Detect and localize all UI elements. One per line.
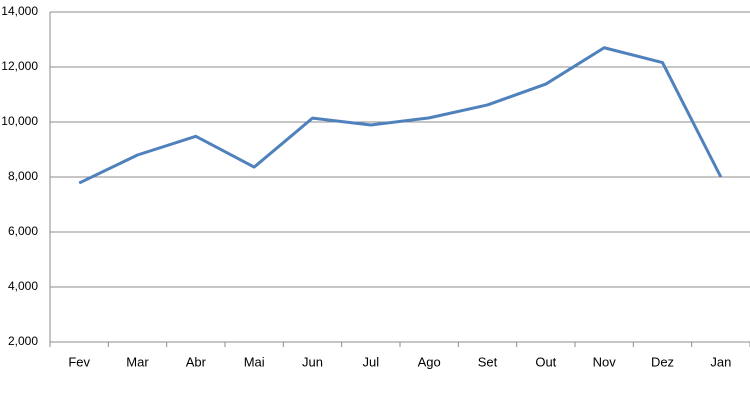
x-tick-label: Jan: [710, 354, 731, 369]
y-tick-label: 6,000: [8, 224, 38, 238]
y-tick-label: 12,000: [1, 59, 38, 73]
x-tick-label: Mar: [126, 354, 149, 369]
x-tick-label: Abr: [186, 354, 207, 369]
x-tick-label: Fev: [68, 354, 90, 369]
y-tick-label: 4,000: [8, 279, 38, 293]
x-tick-label: Jun: [302, 354, 323, 369]
y-tick-label: 2,000: [8, 334, 38, 348]
y-tick-label: 10,000: [1, 114, 38, 128]
y-tick-label: 8,000: [8, 169, 38, 183]
x-tick-label: Ago: [418, 354, 441, 369]
x-tick-label: Out: [535, 354, 556, 369]
x-tick-label: Set: [478, 354, 498, 369]
x-tick-label: Jul: [363, 354, 380, 369]
x-tick-label: Nov: [593, 354, 617, 369]
x-tick-label: Mai: [244, 354, 265, 369]
x-tick-label: Dez: [651, 354, 674, 369]
line-series: [78, 46, 723, 185]
y-tick-label: 14,000: [1, 4, 38, 18]
